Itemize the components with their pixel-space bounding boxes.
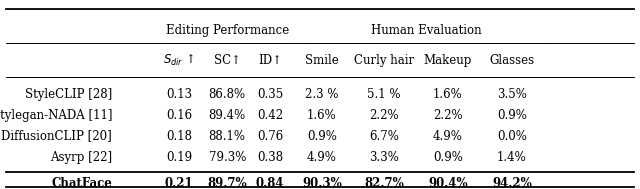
Text: 0.9%: 0.9% [307,130,337,143]
Text: 89.7%: 89.7% [207,177,247,189]
Text: 4.9%: 4.9% [307,151,337,164]
Text: 1.6%: 1.6% [433,88,463,101]
Text: Stylegan-NADA [11]: Stylegan-NADA [11] [0,109,112,122]
Text: 79.3%: 79.3% [209,151,246,164]
Text: 0.21: 0.21 [165,177,193,189]
Text: 0.76: 0.76 [257,130,284,143]
Text: ChatFace: ChatFace [51,177,112,189]
Text: Makeup: Makeup [424,54,472,67]
Text: Glasses: Glasses [490,54,534,67]
Text: 4.9%: 4.9% [433,130,463,143]
Text: 5.1 %: 5.1 % [367,88,401,101]
Text: 0.9%: 0.9% [497,109,527,122]
Text: Curly hair: Curly hair [354,54,414,67]
Text: SC↑: SC↑ [214,54,241,67]
Text: Smile: Smile [305,54,339,67]
Text: 90.3%: 90.3% [302,177,342,189]
Text: 82.7%: 82.7% [364,177,404,189]
Text: 89.4%: 89.4% [209,109,246,122]
Text: StyleCLIP [28]: StyleCLIP [28] [25,88,112,101]
Text: 0.16: 0.16 [166,109,192,122]
Text: $S_{dir}$ ↑: $S_{dir}$ ↑ [163,53,195,68]
Text: Asyrp [22]: Asyrp [22] [50,151,112,164]
Text: 0.19: 0.19 [166,151,192,164]
Text: DiffusionCLIP [20]: DiffusionCLIP [20] [1,130,112,143]
Text: 6.7%: 6.7% [369,130,399,143]
Text: 0.18: 0.18 [166,130,192,143]
Text: 94.2%: 94.2% [492,177,532,189]
Text: ID↑: ID↑ [258,54,282,67]
Text: 1.6%: 1.6% [307,109,337,122]
Text: 2.2%: 2.2% [433,109,463,122]
Text: 0.13: 0.13 [166,88,192,101]
Text: 90.4%: 90.4% [428,177,468,189]
Text: 0.84: 0.84 [256,177,284,189]
Text: 0.38: 0.38 [257,151,283,164]
Text: Human Evaluation: Human Evaluation [371,24,482,37]
Text: 88.1%: 88.1% [209,130,246,143]
Text: 3.3%: 3.3% [369,151,399,164]
Text: 2.3 %: 2.3 % [305,88,339,101]
Text: 86.8%: 86.8% [209,88,246,101]
Text: 0.35: 0.35 [257,88,284,101]
Text: 0.0%: 0.0% [497,130,527,143]
Text: 1.4%: 1.4% [497,151,527,164]
Text: 0.42: 0.42 [257,109,283,122]
Text: 0.9%: 0.9% [433,151,463,164]
Text: 2.2%: 2.2% [369,109,399,122]
Text: Editing Performance: Editing Performance [166,24,289,37]
Text: 3.5%: 3.5% [497,88,527,101]
